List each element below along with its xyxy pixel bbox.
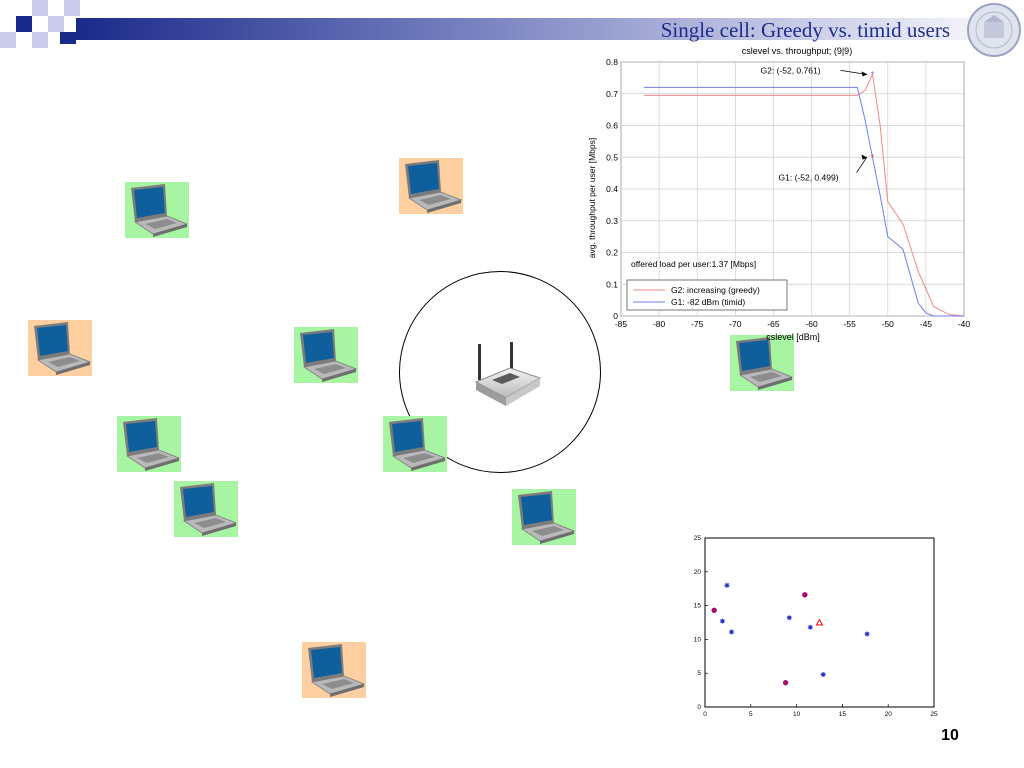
legend-entry: G2: increasing (greedy)	[671, 285, 760, 295]
series-line-g1	[643, 86, 964, 317]
scatter-y-tick-label: 5	[697, 670, 701, 677]
legend: G2: increasing (greedy) G1: -82 dBm (timi…	[626, 279, 788, 311]
slide-title: Single cell: Greedy vs. timid users	[660, 18, 950, 42]
y-tick-label: 0.7	[606, 89, 618, 99]
scatter-point-star	[724, 582, 730, 588]
scatter-y-tick-label: 0	[697, 704, 701, 711]
annotation-label: G1: (-52, 0.499)	[779, 173, 839, 183]
scatter-point-circle	[802, 592, 808, 598]
annotation-label: G2: (-52, 0.761)	[761, 65, 821, 75]
scatter-y-tick-label: 15	[694, 603, 702, 610]
scatter-x-tick-label: 5	[749, 711, 753, 718]
grid	[620, 61, 965, 317]
laptop-icon	[512, 489, 576, 545]
laptop-icon	[117, 416, 181, 472]
scatter-x-tick-label: 20	[885, 711, 893, 718]
laptop-icon	[383, 416, 447, 472]
offered-load-note: offered load per user:1.37 [Mbps]	[631, 259, 756, 269]
y-ticks: 0 0.1 0.2 0.3 0.4 0.5 0.6 0.7 0.8	[606, 57, 618, 321]
x-ticks: -85 -80 -75 -70 -65 -60 -55 -50 -45 -40	[615, 319, 971, 329]
scatter-point-circle	[782, 679, 789, 686]
scatter-x-ticks: 0 5 10 15 20 25	[703, 704, 938, 718]
scatter-point-star	[820, 672, 826, 678]
laptop-3	[28, 320, 92, 376]
x-axis-label: cslevel [dBm]	[766, 332, 820, 342]
y-tick-label: 0.6	[606, 121, 618, 131]
laptop-4	[294, 327, 358, 383]
page-number: 10	[941, 727, 959, 744]
y-axis-label: avg. throughput per user [Mbps]	[587, 138, 597, 259]
annotation-marker: *	[871, 153, 875, 163]
throughput-chart: cslevel vs. throughput; (9|9) -85 -80 -75-…	[587, 46, 971, 342]
y-tick-label: 0.8	[606, 57, 618, 67]
x-tick-label: -60	[805, 319, 818, 329]
series-lines	[643, 72, 965, 317]
arrow-head	[861, 71, 868, 77]
annotation-marker: *	[871, 69, 875, 79]
laptop-6	[117, 416, 181, 472]
laptop-7	[383, 416, 447, 472]
laptop-icon	[125, 182, 189, 238]
scatter-point-circle	[711, 607, 717, 614]
scatter-point-star	[807, 624, 813, 630]
scatter-x-tick-label: 0	[703, 711, 707, 718]
laptop-icon	[294, 327, 358, 383]
x-tick-label: -85	[615, 319, 628, 329]
laptop-icon	[174, 481, 238, 537]
laptop-5	[730, 335, 794, 391]
x-tick-label: -70	[729, 319, 742, 329]
y-tick-label: 0.4	[606, 184, 618, 194]
laptop-icon	[399, 158, 463, 214]
chart-title: cslevel vs. throughput; (9|9)	[742, 46, 852, 56]
scatter-plot-area	[704, 537, 935, 708]
scatter-x-tick-label: 15	[839, 711, 847, 718]
y-tick-label: 0.3	[606, 216, 618, 226]
laptop-icon	[730, 335, 794, 391]
y-tick-label: 0.2	[606, 248, 618, 258]
header-band	[0, 0, 1024, 48]
series-line-g2	[643, 72, 965, 317]
x-tick-label: -80	[653, 319, 666, 329]
x-tick-label: -55	[844, 319, 857, 329]
laptop-8	[174, 481, 238, 537]
scatter-y-ticks: 0 5 10 15 20 25	[694, 535, 708, 711]
x-tick-label: -45	[920, 319, 933, 329]
scatter-point-star	[719, 618, 725, 624]
scatter-y-tick-label: 20	[694, 569, 702, 576]
laptop-2	[399, 158, 463, 214]
y-tick-label: 0.1	[606, 279, 618, 289]
laptop-9	[512, 489, 576, 545]
laptop-1	[125, 182, 189, 238]
scatter-x-tick-label: 25	[930, 711, 938, 718]
laptop-10	[302, 642, 366, 698]
x-tick-label: -50	[882, 319, 895, 329]
arrow-head	[861, 154, 868, 160]
y-tick-label: 0	[613, 311, 618, 321]
header-gradient	[0, 0, 1024, 48]
scatter-y-tick-label: 10	[694, 636, 702, 643]
legend-entry: G1: -82 dBm (timid)	[671, 297, 745, 307]
scatter-point-star	[864, 631, 870, 637]
x-tick-label: -65	[767, 319, 780, 329]
scatter-points	[711, 582, 870, 686]
scatter-y-tick-label: 25	[694, 535, 702, 542]
scatter-point-triangle	[815, 618, 824, 626]
annotations: * G2: (-52, 0.761) * G1: (-52, 0.499)	[761, 65, 875, 182]
scatter-point-star	[786, 615, 792, 621]
coverage-circle	[399, 271, 601, 473]
wireless-router-icon	[470, 342, 542, 410]
laptop-icon	[302, 642, 366, 698]
scatter-point-star	[729, 629, 735, 635]
x-tick-label: -40	[958, 319, 971, 329]
scatter-x-tick-label: 10	[793, 711, 801, 718]
node-position-scatter: 0 5 10 15 20 25 0 5 10 15 20 25	[694, 535, 938, 718]
annotation-arrow	[856, 157, 867, 173]
laptop-icon	[28, 320, 92, 376]
x-tick-label: -75	[691, 319, 704, 329]
y-tick-label: 0.5	[606, 152, 618, 162]
university-seal-icon	[966, 2, 1022, 58]
